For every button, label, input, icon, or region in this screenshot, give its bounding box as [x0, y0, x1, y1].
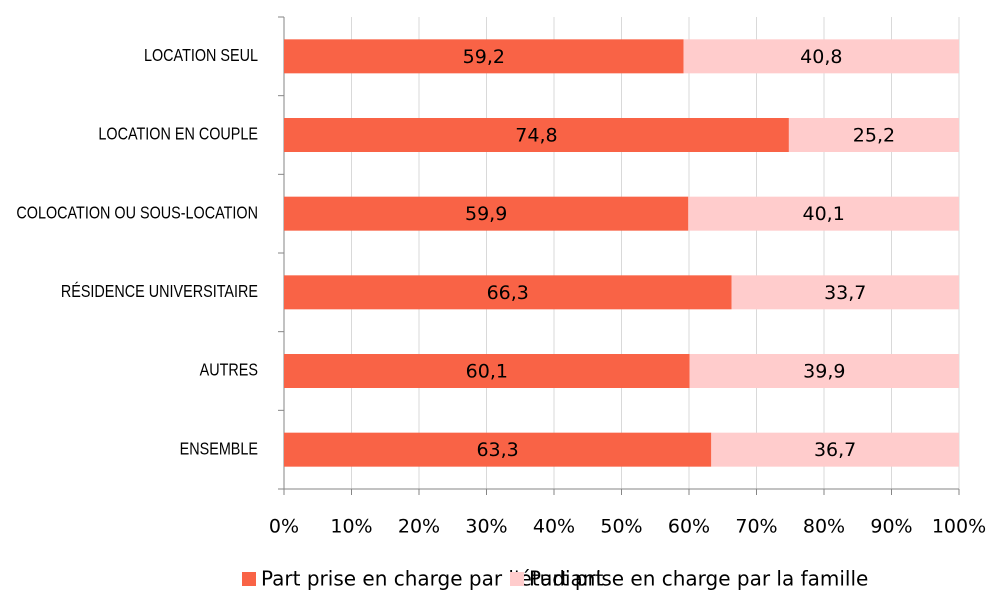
bar-segment [284, 196, 689, 231]
data-label: 63,3 [476, 439, 518, 461]
data-label: 66,3 [487, 282, 529, 304]
x-tick-label: 40% [533, 516, 575, 538]
bar-segment [688, 196, 959, 231]
x-tick-label: 80% [803, 516, 845, 538]
bar-segment [711, 432, 959, 467]
x-tick-label: 100% [932, 516, 986, 538]
bar-segment [284, 354, 690, 388]
bar-segment [689, 354, 959, 388]
bar-segment [788, 118, 959, 152]
x-tick-label: 10% [330, 516, 372, 538]
data-label: 59,2 [463, 46, 505, 68]
y-tick-label: AUTRES [200, 360, 258, 380]
bar-segment [731, 275, 959, 310]
y-tick-label: COLOCATION OU SOUS-LOCATION [16, 203, 258, 223]
y-tick-label: RÉSIDENCE UNIVERSITAIRE [61, 281, 258, 302]
data-label: 40,1 [803, 203, 845, 225]
legend-swatch [510, 572, 524, 586]
data-label: 36,7 [814, 439, 856, 461]
bar-segment [683, 39, 959, 74]
data-label: 59,9 [465, 203, 507, 225]
bar-segment [284, 432, 712, 467]
data-label: 33,7 [824, 282, 866, 304]
x-tick-label: 90% [870, 516, 912, 538]
x-tick-label: 20% [398, 516, 440, 538]
data-label: 39,9 [803, 361, 845, 383]
data-label: 40,8 [800, 46, 842, 68]
x-tick-label: 0% [269, 516, 299, 538]
bar-segment [284, 39, 684, 74]
legend-swatch [242, 572, 256, 586]
bar-segment [284, 118, 789, 152]
bar-segment [284, 275, 732, 310]
legend-label: Part prise en charge par la famille [529, 567, 868, 591]
x-tick-label: 70% [735, 516, 777, 538]
data-label: 60,1 [466, 361, 508, 383]
y-tick-label: ENSEMBLE [180, 439, 258, 459]
y-tick-label: LOCATION EN COUPLE [98, 124, 258, 144]
data-label: 25,2 [853, 125, 895, 147]
legend-label: Part prise en charge par l'étudiant [261, 567, 603, 591]
x-tick-label: 50% [600, 516, 642, 538]
x-tick-label: 30% [465, 516, 507, 538]
data-label: 74,8 [515, 125, 557, 147]
x-tick-label: 60% [668, 516, 710, 538]
y-tick-label: LOCATION SEUL [144, 46, 258, 66]
